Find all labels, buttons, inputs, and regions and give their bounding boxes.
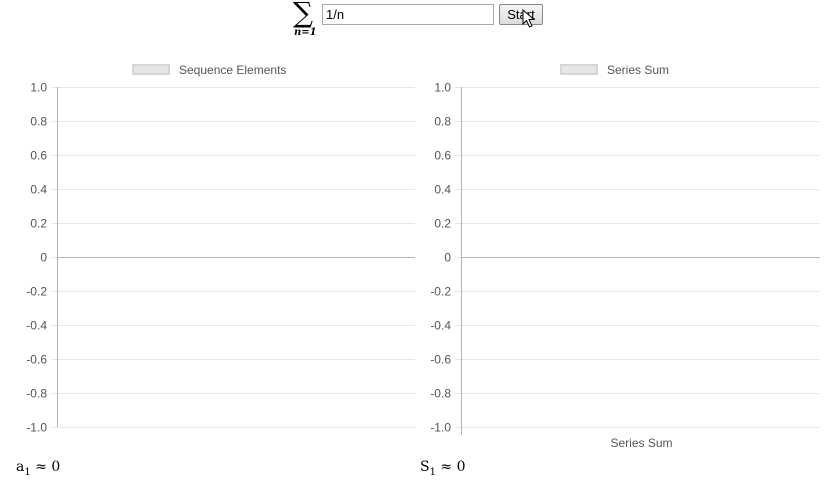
y-tick-label: -0.6: [430, 353, 451, 367]
series-sum-chart: Series Sum 1.0 0.8 0.6 0.4 0.2 0 -0.2 -0.4 -0.6 -…: [405, 58, 825, 458]
readout-subscript: 1: [429, 466, 436, 478]
toolbar: ∑ n=1 Start: [0, 0, 840, 44]
summation-symbol: ∑ n=1: [293, 0, 319, 40]
start-button[interactable]: Start: [499, 4, 543, 25]
y-tick-label: 0.2: [30, 217, 47, 231]
mouse-pointer-icon: [522, 9, 536, 28]
x-axis-label: Series Sum: [610, 436, 672, 450]
readout-variable: S: [420, 459, 430, 475]
y-tick-label: -0.8: [430, 387, 451, 401]
y-tick-label: 1.0: [434, 81, 451, 95]
y-tick-label: -1.0: [26, 421, 47, 435]
y-tick-label: -0.2: [26, 285, 47, 299]
y-tick-label: 0.4: [30, 183, 47, 197]
y-tick-label: -0.2: [430, 285, 451, 299]
y-tick-label: 0.2: [434, 217, 451, 231]
legend-swatch: [132, 64, 170, 75]
y-tick-label: 0.8: [434, 115, 451, 129]
sequence-elements-chart: Sequence Elements 1.0 0.8 0.6 0.4 0.2 0 -0.2 -0…: [0, 58, 420, 458]
y-tick-label: -0.8: [26, 387, 47, 401]
legend-swatch: [560, 64, 598, 75]
y-tick-label: -0.4: [26, 319, 47, 333]
y-tick-label: 0.8: [30, 115, 47, 129]
legend-label: Sequence Elements: [179, 63, 287, 77]
y-tick-label: 0.6: [30, 149, 47, 163]
y-tick-label: 1.0: [30, 81, 47, 95]
sequence-element-readout: a1 ≈ 0: [16, 459, 60, 478]
y-tick-label: 0.6: [434, 149, 451, 163]
y-tick-label: 0: [444, 251, 451, 265]
y-tick-label: -0.4: [430, 319, 451, 333]
y-tick-label: 0.4: [434, 183, 451, 197]
chart-plot-area: 1.0 0.8 0.6 0.4 0.2 0 -0.2 -0.4 -0.6 -0.8 -1.0: [26, 81, 415, 435]
y-tick-label: 0: [40, 251, 47, 265]
summation-lower-bound: n=1: [294, 27, 317, 38]
sigma-icon: ∑: [293, 0, 313, 29]
readout-value: ≈ 0: [435, 459, 466, 475]
expression-input[interactable]: [322, 4, 494, 25]
y-tick-label: -1.0: [430, 421, 451, 435]
readout-value: ≈ 0: [30, 459, 61, 475]
readout-subscript: 1: [24, 466, 31, 478]
legend-label: Series Sum: [607, 63, 670, 77]
series-sum-readout: S1 ≈ 0: [420, 459, 466, 478]
chart-plot-area: 1.0 0.8 0.6 0.4 0.2 0 -0.2 -0.4 -0.6 -0.8 -1.0 Seri…: [430, 81, 820, 450]
readout-variable: a: [16, 459, 25, 475]
y-tick-label: -0.6: [26, 353, 47, 367]
